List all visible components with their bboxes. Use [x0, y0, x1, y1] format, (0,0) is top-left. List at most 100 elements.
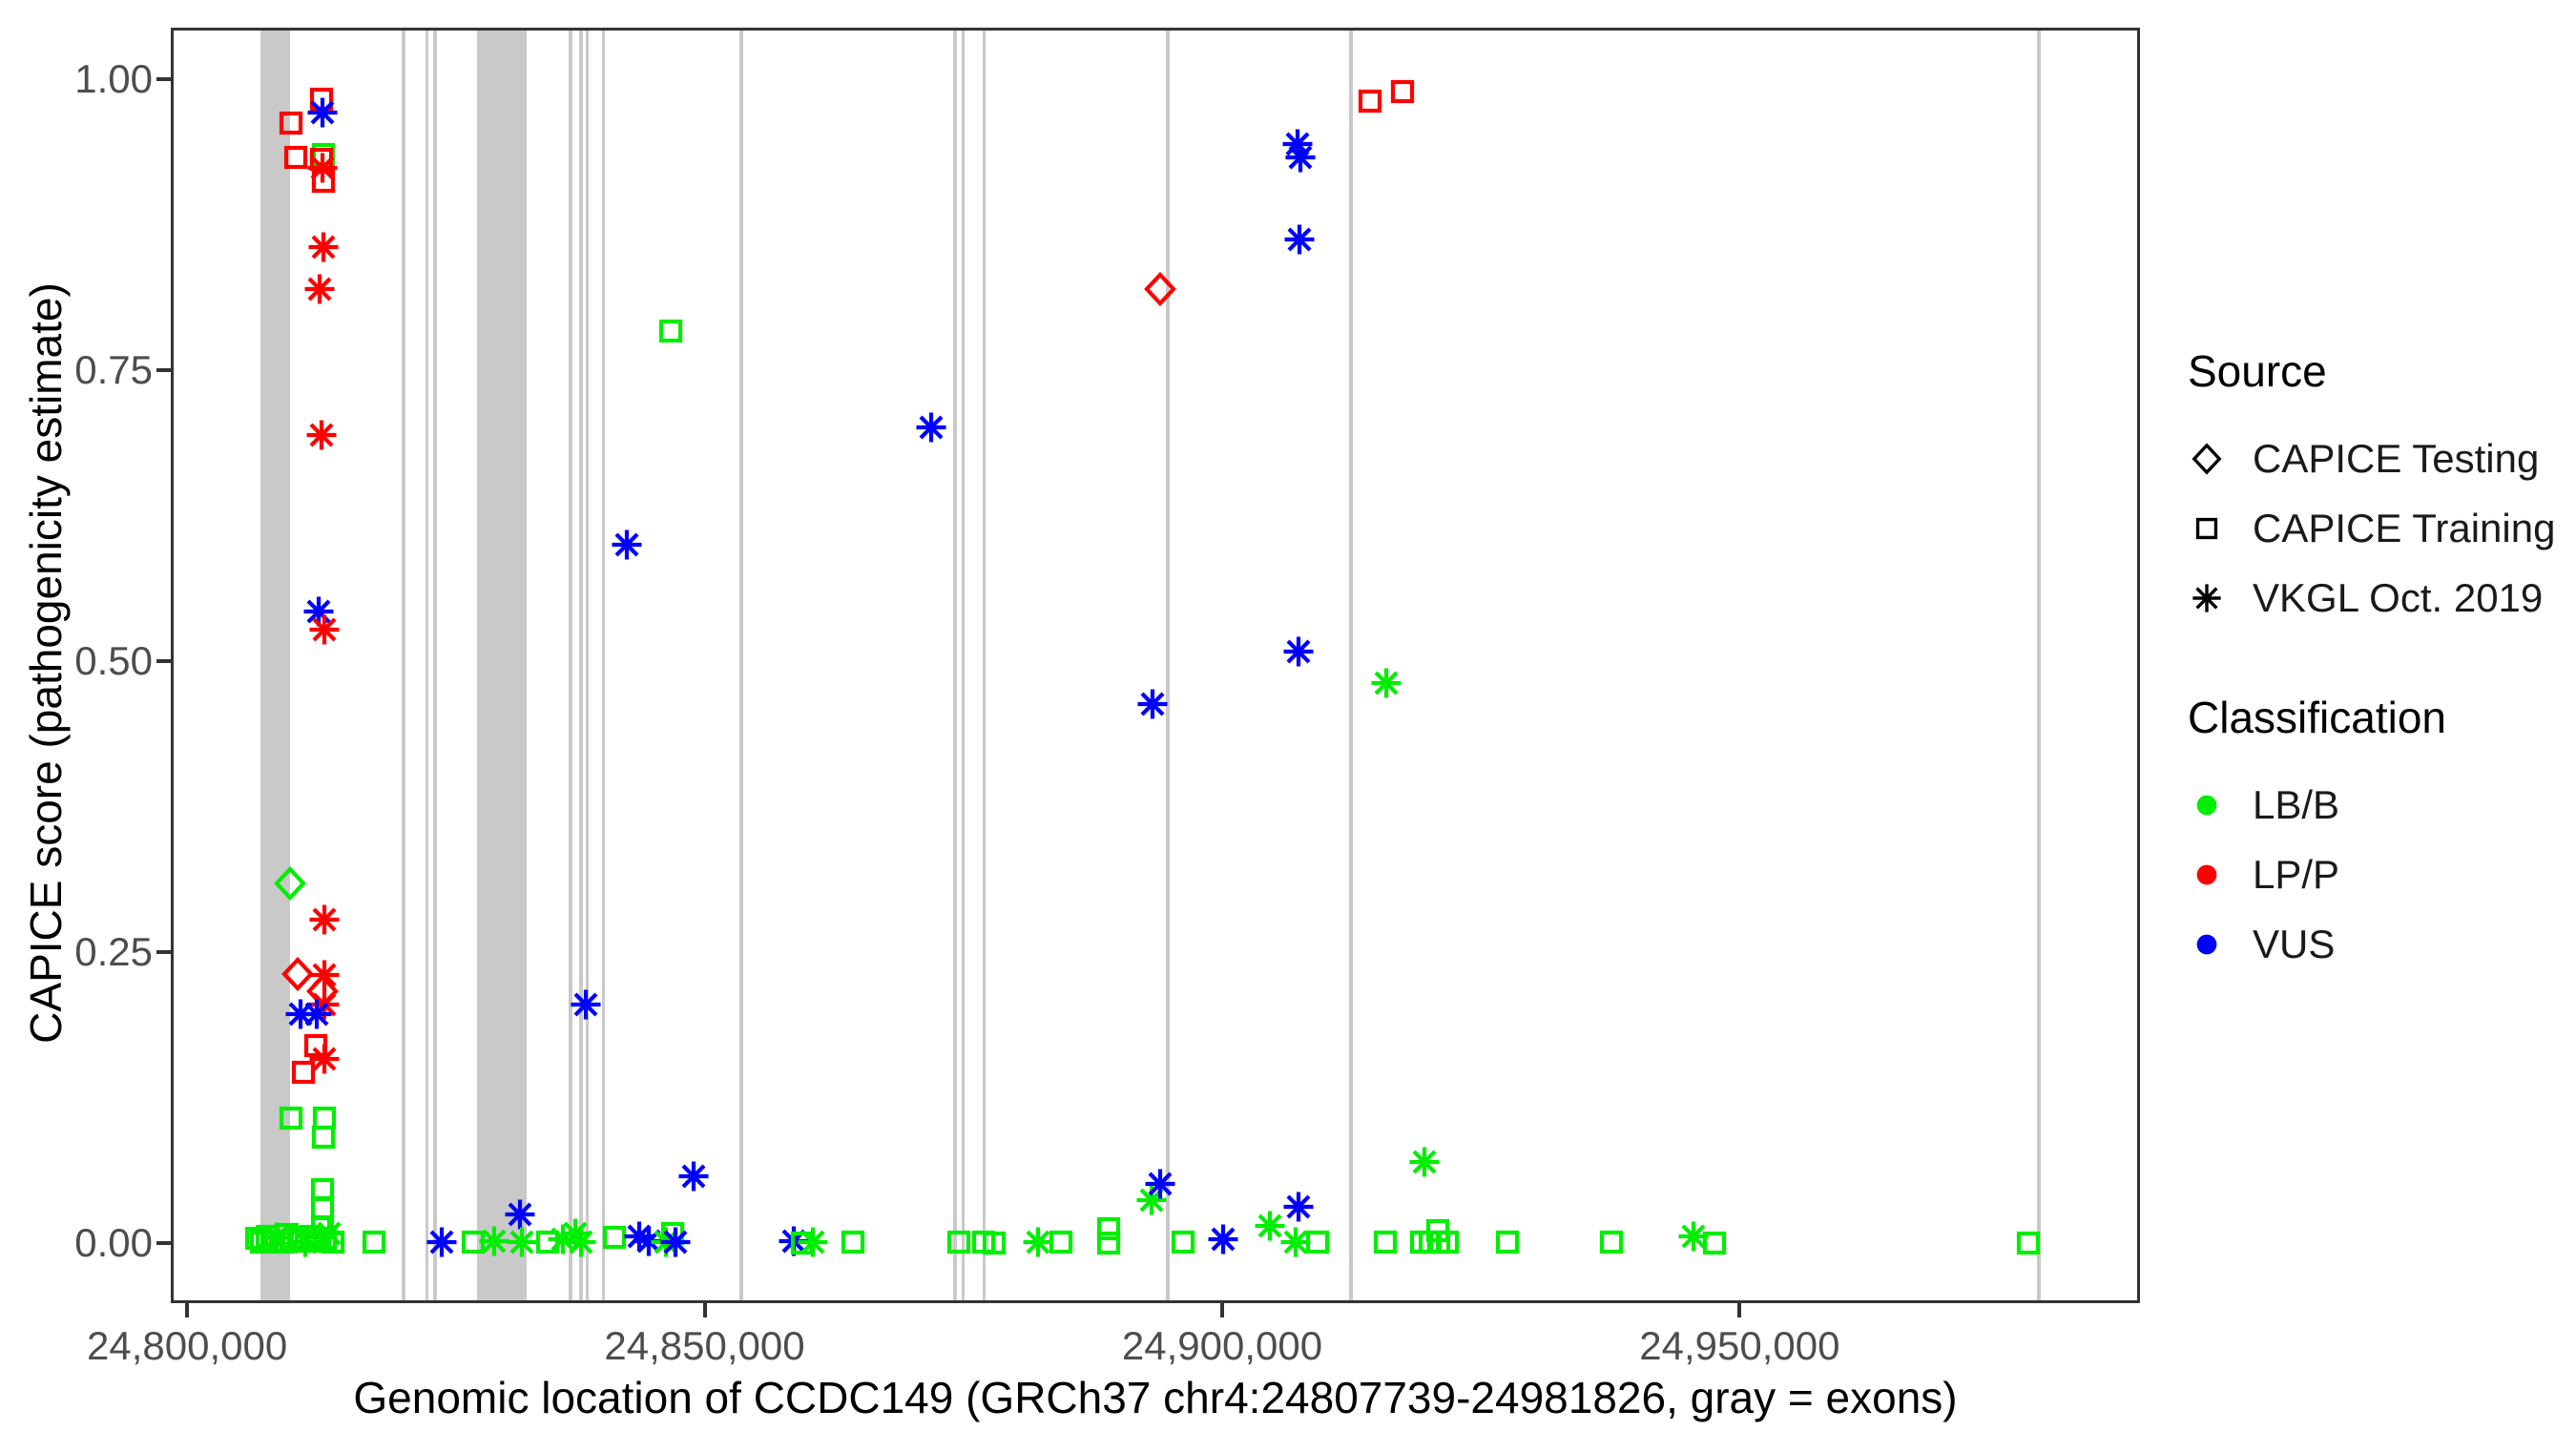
data-point [1697, 1226, 1732, 1265]
data-point [654, 314, 688, 353]
x-tick-label: 24,800,000 [86, 1323, 288, 1368]
exon-band [260, 31, 290, 1300]
asterisk-marker-icon [1137, 689, 1168, 719]
square-marker-icon [947, 1230, 971, 1254]
data-point [836, 1225, 870, 1264]
square-marker-icon [1374, 1230, 1398, 1254]
data-point [1166, 1225, 1200, 1264]
asterisk-marker-icon [507, 1227, 537, 1257]
y-tick-mark [156, 950, 171, 954]
asterisk-marker-icon [634, 1226, 664, 1256]
data-point [610, 528, 644, 567]
asterisk-marker-icon [479, 1226, 509, 1256]
asterisk-marker-icon [301, 999, 332, 1029]
asterisk-marker-icon [1145, 1169, 1175, 1199]
x-tick-mark [1219, 1303, 1224, 1317]
asterisk-marker-icon [285, 999, 316, 1029]
data-point [1281, 1190, 1316, 1229]
data-point [306, 164, 341, 203]
x-tick-mark [1737, 1303, 1742, 1317]
legend-item-vkgl-oct-2019: VKGL Oct. 2019 [2188, 563, 2569, 633]
asterisk-marker-icon [1023, 1227, 1053, 1257]
data-point [274, 106, 308, 145]
data-point [914, 410, 948, 449]
data-point [1353, 84, 1387, 123]
y-tick-label: 0.00 [74, 1220, 153, 1265]
data-point [305, 95, 340, 135]
data-point [1430, 1225, 1465, 1264]
square-marker-icon [321, 1230, 345, 1254]
legend-item-lp-p: LP/P [2188, 840, 2569, 909]
square-marker-icon [312, 1125, 336, 1150]
x-axis-title: Genomic location of CCDC149 (GRCh37 chr4… [353, 1373, 1958, 1422]
data-point [1368, 1225, 1402, 1264]
square-marker-icon [1390, 80, 1414, 104]
y-tick-mark [156, 77, 171, 81]
asterisk-marker-icon [566, 1227, 596, 1257]
data-point [1594, 1225, 1629, 1264]
asterisk-marker-icon [1409, 1147, 1440, 1177]
diamond-marker-icon [281, 957, 315, 992]
data-point [307, 1042, 342, 1081]
asterisk-marker-icon [307, 97, 338, 128]
asterisk-marker-icon [678, 1161, 709, 1192]
asterisk-marker-icon [1280, 1227, 1311, 1257]
legend: Source CAPICE Testing CAPICE Training VKGL… [2188, 345, 2569, 979]
data-point [632, 1224, 666, 1263]
square-marker-icon [841, 1230, 864, 1254]
y-tick-label: 1.00 [74, 56, 153, 101]
data-point [1143, 271, 1177, 311]
x-tick-label: 24,900,000 [1121, 1323, 1323, 1368]
legend-classification-items: LB/B LP/P VUS [2188, 770, 2569, 979]
exon-band [569, 31, 572, 1300]
x-tick-label: 24,950,000 [1639, 1323, 1840, 1368]
data-point [280, 957, 315, 996]
data-point [622, 1219, 656, 1258]
asterisk-marker-icon [1285, 142, 1316, 173]
asterisk-marker-icon [1282, 129, 1313, 159]
square-marker-icon [1049, 1230, 1072, 1254]
data-point [307, 612, 342, 652]
asterisk-marker-icon [1284, 224, 1315, 255]
data-point [1091, 1226, 1126, 1265]
y-tick-label: 0.75 [74, 347, 153, 392]
asterisk-marker-icon [624, 1221, 654, 1252]
data-point [307, 902, 342, 942]
data-point [1135, 687, 1170, 726]
data-point [503, 1197, 537, 1236]
exon-band [601, 31, 605, 1300]
data-point [1283, 140, 1318, 179]
exon-band [1166, 31, 1171, 1300]
x-tick-mark [702, 1303, 707, 1317]
asterisk-marker-icon [304, 274, 335, 304]
data-point [302, 272, 337, 311]
exon-band [2036, 31, 2041, 1300]
data-point [1044, 1225, 1078, 1264]
legend-source-title: Source [2188, 346, 2327, 396]
data-point [505, 1225, 539, 1264]
legend-classification-title: Classification [2188, 693, 2446, 742]
data-point [977, 1226, 1011, 1265]
square-marker-icon [1436, 1230, 1460, 1254]
data-point [942, 1225, 976, 1264]
data-point [304, 418, 339, 457]
legend-item-label: VUS [2253, 921, 2336, 966]
data-point [274, 1101, 308, 1140]
square-marker-icon [1599, 1230, 1623, 1254]
legend-gap [2188, 633, 2569, 692]
data-point [546, 1222, 580, 1261]
data-point [1091, 1212, 1126, 1251]
data-point [283, 997, 318, 1036]
asterisk-marker-icon [1371, 668, 1402, 698]
data-point [477, 1224, 511, 1263]
data-point [796, 1225, 830, 1264]
diamond-legend-icon [2188, 442, 2226, 475]
y-tick-mark [156, 659, 171, 663]
data-point [569, 987, 603, 1027]
square-marker-icon [1359, 90, 1382, 114]
exon-band [961, 31, 965, 1300]
asterisk-marker-icon [660, 1227, 691, 1257]
data-point [300, 997, 334, 1036]
asterisk-marker-icon [1678, 1221, 1709, 1252]
